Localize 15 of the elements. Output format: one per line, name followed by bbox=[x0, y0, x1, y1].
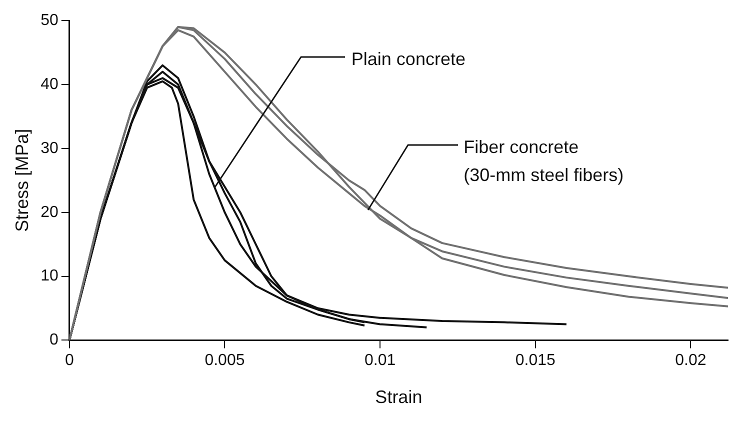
annotation: Plain concrete bbox=[351, 48, 466, 71]
x-tick-label: 0.015 bbox=[515, 352, 556, 370]
annotation: Fiber concrete (30-mm steel fibers) bbox=[464, 136, 624, 187]
y-tick-label: 30 bbox=[40, 140, 58, 157]
x-tick-label: 0.005 bbox=[204, 352, 245, 370]
x-axis-title: Strain bbox=[375, 387, 422, 408]
y-tick-label: 40 bbox=[40, 76, 58, 93]
y-tick-label: 50 bbox=[40, 12, 58, 30]
y-axis-title: Stress [MPa] bbox=[12, 128, 32, 232]
x-tick-label: 0.01 bbox=[364, 352, 396, 370]
y-tick-label: 20 bbox=[40, 204, 58, 221]
y-tick-label: 0 bbox=[49, 332, 58, 349]
x-tick-label: 0.02 bbox=[675, 352, 706, 370]
x-tick-label: 0 bbox=[64, 352, 74, 370]
y-tick-label: 10 bbox=[40, 268, 58, 285]
